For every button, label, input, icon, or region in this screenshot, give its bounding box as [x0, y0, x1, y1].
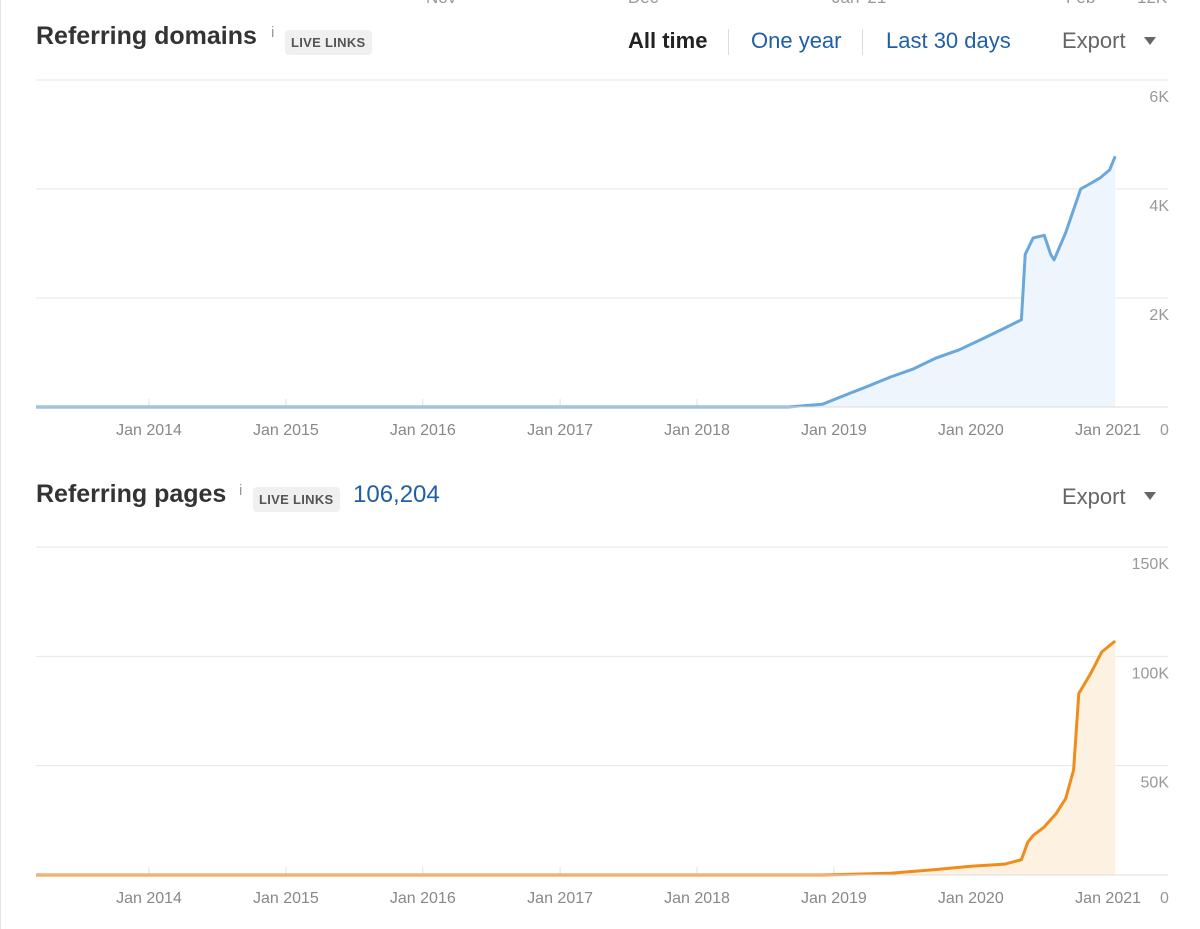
- y-tick-label: 100K: [1132, 665, 1170, 682]
- y-tick-label: 2K: [1149, 307, 1169, 324]
- x-tick-label: Jan 2016: [390, 890, 456, 907]
- clipped-previous-chart-axis: Nov Dec Jan '21 Feb 12K: [0, 0, 1200, 7]
- export-button-pages[interactable]: Export: [1062, 484, 1126, 509]
- x-tick-label: Jan 2015: [253, 890, 319, 907]
- y-tick-label: 4K: [1149, 198, 1169, 215]
- x-tick-label: Jan 2018: [664, 890, 730, 907]
- referring-domains-chart: 6K 4K 2K 0 Jan 2014 Jan 2015 Jan 2016 Jan 2017 J…: [36, 79, 1169, 439]
- info-icon[interactable]: i: [271, 24, 275, 41]
- x-tick-label: Jan 2014: [116, 422, 182, 439]
- y-tick-label: 0: [1160, 890, 1169, 907]
- live-links-badge: LIVE LINKS: [285, 30, 372, 55]
- y-tick-label: 150K: [1132, 556, 1170, 573]
- referring-pages-chart: 150K 100K 50K 0 Jan 2014 Jan 2015 Jan 2016 Jan …: [36, 546, 1170, 907]
- y-tick-label: 50K: [1141, 775, 1170, 792]
- all-time-button[interactable]: All time: [628, 28, 708, 53]
- y-tick-label: 6K: [1149, 89, 1169, 106]
- range-separator: [862, 29, 863, 55]
- y-tick-label: 0: [1160, 422, 1169, 439]
- chevron-down-icon[interactable]: [1144, 492, 1156, 500]
- x-tick-label: Jan 2020: [938, 422, 1004, 439]
- clipped-label: 12K: [1137, 0, 1167, 8]
- x-tick-label: Jan 2016: [390, 422, 456, 439]
- left-border: [0, 0, 1, 929]
- series-line: [36, 155, 1117, 409]
- x-tick-label: Jan 2020: [938, 890, 1004, 907]
- referring-pages-count: 106,204: [353, 481, 440, 508]
- x-tick-label: Jan 2017: [527, 890, 593, 907]
- clipped-label: Jan '21: [832, 0, 886, 8]
- x-tick-label: Jan 2021: [1075, 422, 1141, 439]
- clipped-label: Feb: [1066, 0, 1095, 8]
- clipped-label: Nov: [426, 0, 456, 8]
- one-year-button[interactable]: One year: [751, 28, 842, 53]
- info-icon[interactable]: i: [239, 482, 243, 499]
- x-tick-label: Jan 2018: [664, 422, 730, 439]
- x-tick-label: Jan 2021: [1075, 890, 1141, 907]
- clipped-label: Dec: [628, 0, 658, 8]
- chevron-down-icon[interactable]: [1144, 37, 1156, 45]
- referring-domains-title: Referring domains: [36, 22, 257, 50]
- x-tick-label: Jan 2017: [527, 422, 593, 439]
- export-button-domains[interactable]: Export: [1062, 28, 1126, 53]
- x-tick-label: Jan 2019: [801, 890, 867, 907]
- range-separator: [728, 29, 729, 55]
- x-tick-label: Jan 2015: [253, 422, 319, 439]
- x-tick-label: Jan 2014: [116, 890, 182, 907]
- series-line: [36, 639, 1117, 877]
- referring-pages-title: Referring pages: [36, 480, 227, 508]
- live-links-badge: LIVE LINKS: [253, 487, 340, 512]
- series-area: [36, 641, 1116, 875]
- series-area: [36, 156, 1116, 407]
- x-tick-label: Jan 2019: [801, 422, 867, 439]
- last-30-days-button[interactable]: Last 30 days: [886, 28, 1011, 53]
